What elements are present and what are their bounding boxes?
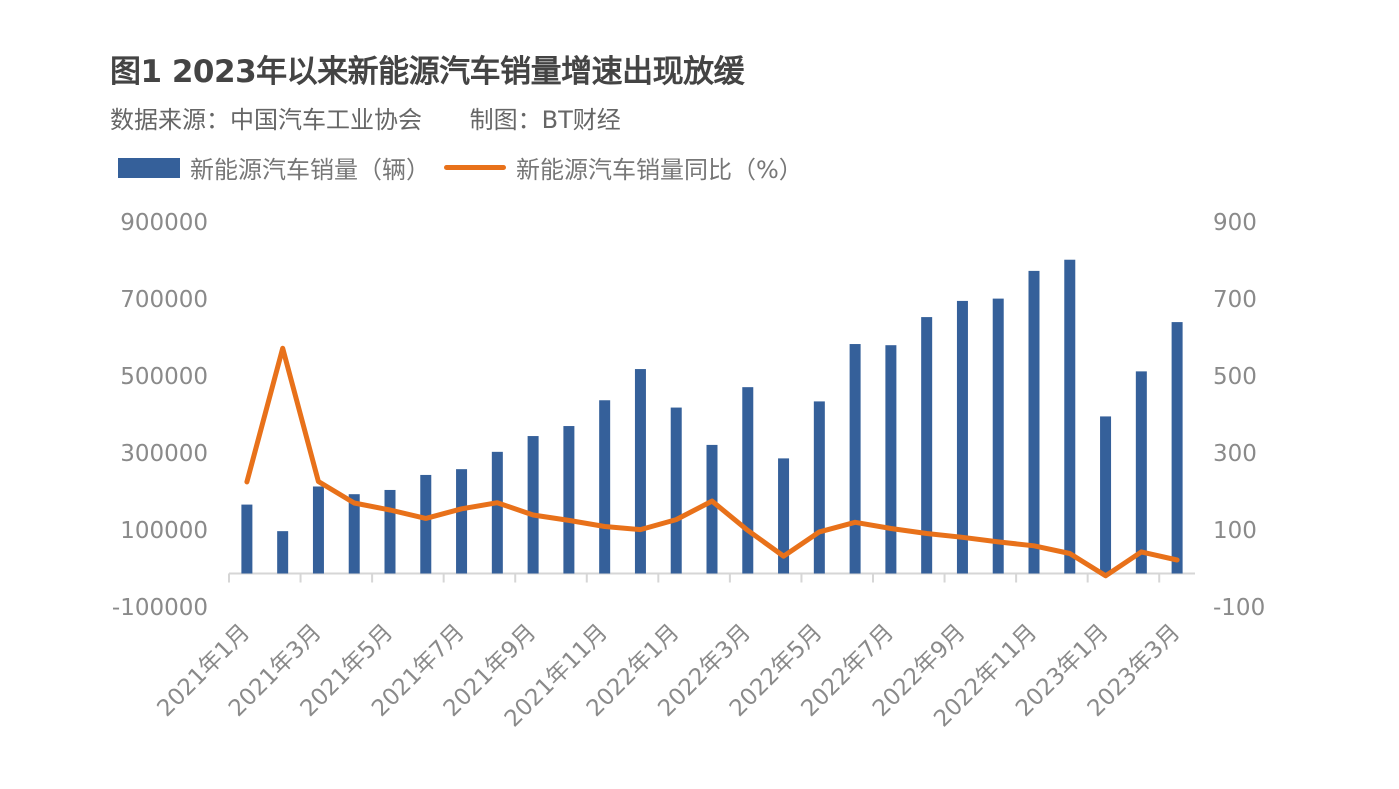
bar bbox=[813, 401, 825, 574]
bar bbox=[706, 444, 718, 574]
bar bbox=[456, 469, 468, 574]
y-left-tick-label: -100000 bbox=[112, 595, 208, 621]
y-left-tick-label: 300000 bbox=[120, 441, 208, 467]
bar bbox=[599, 400, 611, 574]
bar bbox=[348, 494, 360, 574]
chart-title: 图1 2023年以来新能源汽车销量增速出现放缓 bbox=[110, 54, 745, 90]
y-right-tick-label: -100 bbox=[1213, 595, 1265, 621]
legend-bar-swatch bbox=[118, 157, 180, 178]
y-left-tick-label: 700000 bbox=[120, 287, 208, 313]
bar bbox=[670, 407, 682, 574]
bar bbox=[563, 426, 575, 574]
y-right-tick-label: 900 bbox=[1213, 210, 1257, 236]
y-left-tick-label: 100000 bbox=[120, 518, 208, 544]
bar bbox=[921, 317, 933, 574]
bar bbox=[277, 531, 289, 574]
bar bbox=[491, 451, 503, 574]
legend-line-label: 新能源汽车销量同比（%） bbox=[516, 156, 803, 184]
bar bbox=[1100, 416, 1112, 574]
legend: 新能源汽车销量（辆） 新能源汽车销量同比（%） bbox=[118, 150, 803, 185]
bar bbox=[778, 458, 790, 574]
y-right-tick-label: 500 bbox=[1213, 364, 1257, 390]
bar bbox=[634, 369, 646, 574]
bar bbox=[241, 504, 253, 574]
bar bbox=[384, 489, 396, 574]
legend-line-swatch bbox=[444, 165, 506, 170]
y-left-tick-label: 900000 bbox=[120, 210, 208, 236]
bar bbox=[1171, 322, 1183, 574]
bar bbox=[742, 387, 754, 574]
bar bbox=[1135, 371, 1147, 574]
y-right-tick-label: 300 bbox=[1213, 441, 1257, 467]
y-right-tick-label: 100 bbox=[1213, 518, 1257, 544]
chart-credit: 制图：BT财经 bbox=[469, 106, 621, 134]
bar bbox=[956, 300, 968, 574]
y-left-tick-label: 500000 bbox=[120, 364, 208, 390]
bar bbox=[420, 474, 432, 574]
legend-bar-label: 新能源汽车销量（辆） bbox=[190, 156, 430, 184]
data-source: 数据来源：中国汽车工业协会 bbox=[110, 106, 422, 134]
bar bbox=[527, 436, 539, 574]
y-right-tick-label: 700 bbox=[1213, 287, 1257, 313]
chart-source: 数据来源：中国汽车工业协会 制图：BT财经 bbox=[110, 100, 661, 135]
bar bbox=[1028, 270, 1040, 574]
bar bbox=[1064, 259, 1076, 574]
bar bbox=[992, 298, 1004, 574]
bar bbox=[312, 486, 324, 574]
bar bbox=[885, 345, 897, 574]
bar bbox=[849, 344, 861, 574]
